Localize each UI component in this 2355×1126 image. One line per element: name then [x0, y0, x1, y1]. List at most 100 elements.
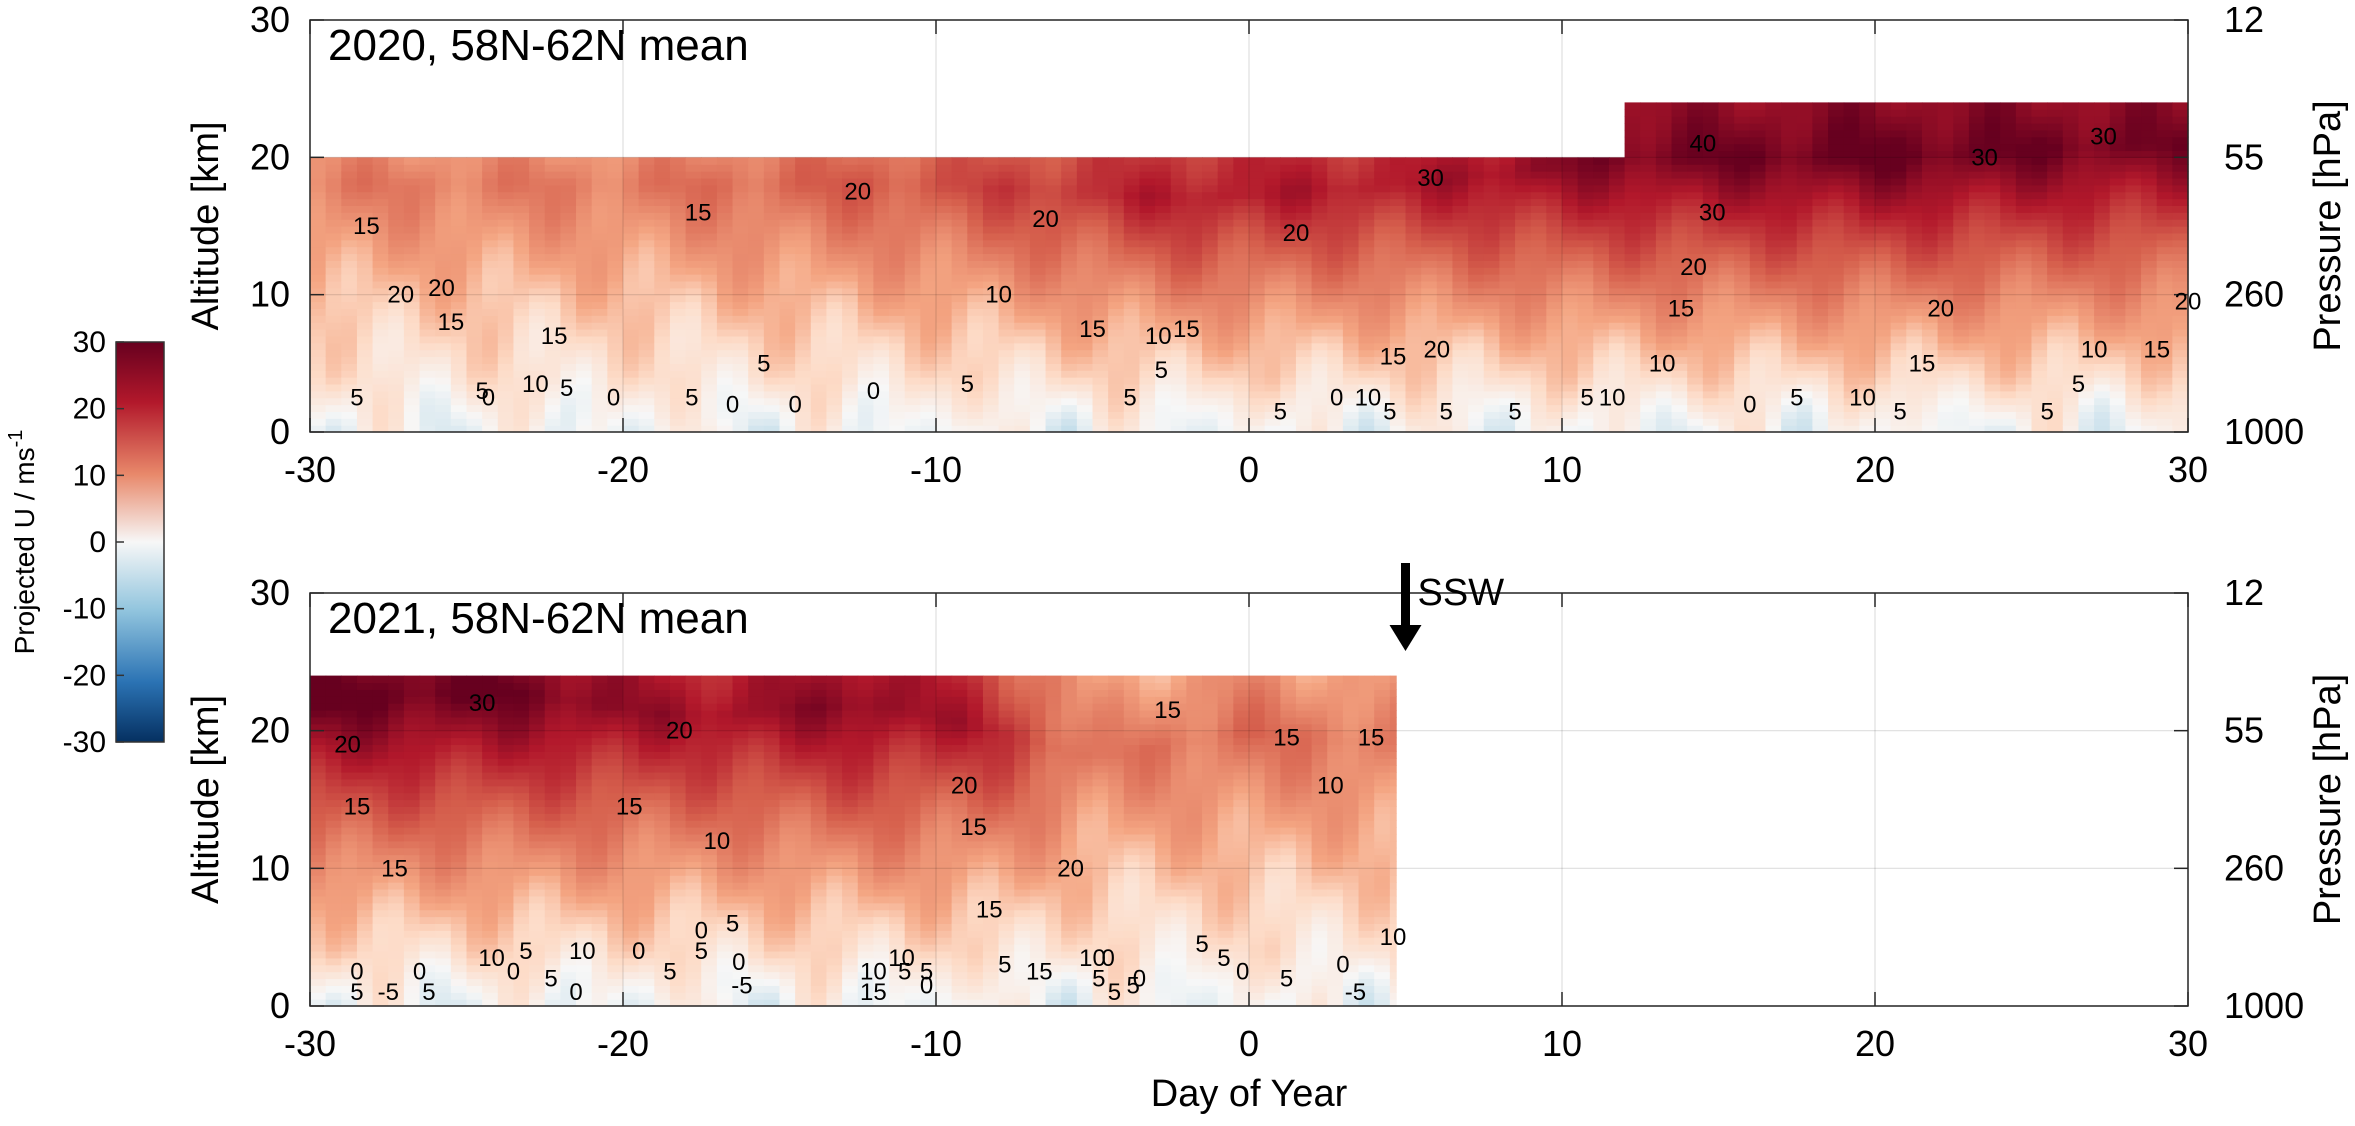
field-cell	[1546, 232, 1563, 241]
field-cell	[482, 219, 499, 227]
field-cell	[1687, 205, 1704, 213]
field-cell	[716, 157, 734, 165]
field-cell	[372, 232, 389, 241]
field-cell	[450, 157, 468, 165]
field-cell	[1749, 260, 1767, 268]
field-cell	[1718, 164, 1735, 172]
field-cell	[466, 191, 483, 200]
field-cell	[1014, 397, 1031, 406]
field-cell	[889, 370, 906, 378]
field-cell	[356, 294, 374, 303]
field-cell	[638, 184, 655, 193]
field-cell	[1906, 239, 1923, 248]
field-cell	[419, 363, 436, 371]
field-cell	[842, 184, 859, 193]
field-cell	[576, 280, 593, 289]
field-cell	[419, 383, 436, 392]
field-cell	[1875, 171, 1892, 179]
field-cell	[1655, 308, 1673, 316]
field-cell	[529, 404, 546, 412]
field-cell	[1859, 116, 1876, 124]
field-cell	[1968, 143, 1986, 152]
field-cell	[310, 315, 327, 323]
field-cell	[716, 164, 734, 172]
field-cell	[2062, 205, 2080, 213]
field-cell	[403, 363, 421, 371]
field-cell	[2078, 342, 2095, 351]
field-cell	[669, 404, 687, 412]
field-cell	[1593, 198, 1610, 206]
field-cell	[1702, 177, 1720, 186]
field-cell	[623, 349, 640, 358]
field-cell	[638, 260, 655, 268]
field-cell	[1843, 329, 1860, 337]
field-cell	[1718, 377, 1735, 385]
field-cell	[2062, 390, 2080, 399]
field-cell	[1640, 136, 1657, 145]
field-cell	[435, 425, 452, 433]
field-cell	[341, 335, 358, 344]
field-cell	[1796, 418, 1813, 426]
field-cell	[1389, 212, 1407, 220]
field-cell	[2047, 411, 2064, 419]
field-cell	[779, 184, 796, 193]
field-cell	[1452, 335, 1469, 344]
field-cell	[1202, 239, 1219, 248]
field-cell	[1170, 377, 1187, 385]
field-cell	[1202, 329, 1219, 337]
field-cell	[1984, 246, 2001, 255]
field-cell	[1687, 164, 1704, 172]
field-cell	[826, 356, 843, 364]
field-cell	[2125, 294, 2142, 303]
field-cell	[325, 198, 342, 206]
field-cell	[779, 349, 796, 358]
field-cell	[560, 315, 577, 323]
field-cell	[810, 356, 828, 364]
field-cell	[716, 418, 734, 426]
field-cell	[779, 157, 796, 165]
field-cell	[2109, 335, 2126, 344]
field-cell	[1702, 232, 1720, 241]
field-cell	[810, 253, 828, 261]
field-cell	[1342, 308, 1360, 316]
field-cell	[513, 287, 530, 296]
field-cell	[482, 246, 499, 255]
field-cell	[1655, 425, 1673, 433]
field-cell	[1311, 171, 1328, 179]
field-cell	[2094, 301, 2111, 309]
field-cell	[1640, 226, 1657, 234]
field-cell	[842, 322, 859, 330]
field-cell	[1984, 116, 2001, 124]
field-cell	[466, 322, 483, 330]
field-cell	[623, 205, 640, 213]
field-cell	[1655, 335, 1673, 344]
field-cell	[2062, 349, 2080, 358]
field-cell	[1530, 191, 1547, 200]
field-cell	[1217, 370, 1234, 378]
field-cell	[2062, 267, 2080, 275]
field-cell	[341, 349, 358, 358]
field-cell	[435, 301, 452, 309]
field-cell	[1483, 219, 1500, 227]
field-cell	[779, 342, 796, 351]
field-cell	[2125, 171, 2142, 179]
field-cell	[904, 260, 921, 268]
field-cell	[1045, 418, 1062, 426]
field-cell	[920, 274, 937, 282]
field-cell	[435, 232, 452, 241]
field-cell	[1655, 239, 1673, 248]
field-cell	[1483, 239, 1500, 248]
field-cell	[1968, 232, 1986, 241]
field-cell	[638, 205, 655, 213]
field-cell	[2031, 363, 2048, 371]
field-cell	[810, 177, 828, 186]
field-cell	[1671, 253, 1688, 261]
field-cell	[1953, 329, 1970, 337]
field-cell	[1405, 349, 1422, 358]
field-cell	[982, 164, 1000, 172]
field-cell	[1123, 177, 1141, 186]
field-cell	[1421, 397, 1438, 406]
field-cell	[732, 232, 749, 241]
field-cell	[2141, 377, 2158, 385]
